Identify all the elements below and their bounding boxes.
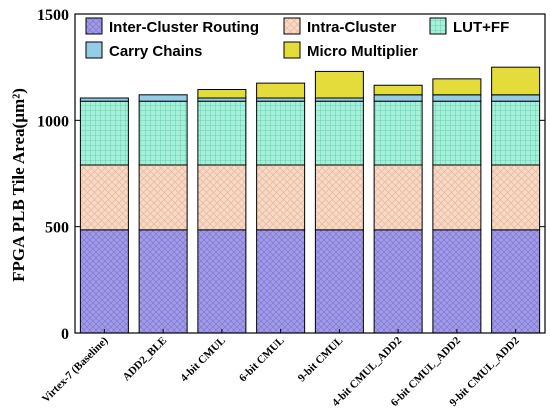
bar-segment-5-5 (314, 70, 364, 99)
bar-segment-1-1 (79, 229, 129, 334)
x-tick-label-1: Virtex-7 (Baseline) (40, 334, 111, 405)
bar-segment-3-4 (256, 100, 306, 166)
legend-swatch-5 (283, 41, 301, 59)
bar-segment-5-6 (373, 84, 423, 96)
plot-area (79, 66, 541, 334)
bar-segment-3-8 (491, 100, 541, 166)
bar-segment-1-8 (491, 229, 541, 334)
bar-segment-2-6 (373, 164, 423, 231)
legend-item-3: LUT+FF (429, 17, 509, 36)
legend-item-4: Carry Chains (85, 41, 202, 60)
bar-segment-3-3 (197, 100, 247, 166)
bar-segment-4-7 (432, 94, 482, 102)
legend-label-4: Carry Chains (109, 43, 202, 60)
bar-segment-5-3 (197, 89, 247, 99)
legend-swatch-1 (85, 17, 103, 35)
bar-segment-5-4 (256, 82, 306, 99)
bar-segment-2-5 (314, 164, 364, 231)
bar-segment-5-8 (491, 66, 541, 96)
bar-segment-2-8 (491, 164, 541, 231)
legend-label-1: Inter-Cluster Routing (109, 19, 259, 36)
bar-segment-1-4 (256, 229, 306, 334)
y-tick-label-3: 1000 (37, 113, 69, 130)
x-tick-label-3: 4-bit CMUL (178, 335, 228, 385)
bar-segment-5-7 (432, 78, 482, 96)
legend-label-2: Intra-Cluster (307, 19, 396, 36)
bar-segment-3-2 (138, 100, 188, 166)
bar-segment-2-3 (197, 164, 247, 231)
legend-swatch-4 (85, 41, 103, 59)
bar-segment-2-4 (256, 164, 306, 231)
bar-segment-3-5 (314, 100, 364, 166)
y-tick-label-1: 0 (61, 326, 69, 343)
bar-segment-4-8 (491, 94, 541, 102)
bar-segment-1-3 (197, 229, 247, 334)
legend-label-5: Micro Multiplier (307, 43, 418, 60)
bar-segment-1-6 (373, 229, 423, 334)
plot-frame (74, 13, 546, 334)
x-tick-label-5: 9-bit CMUL (296, 335, 346, 385)
legend-label-3: LUT+FF (453, 19, 509, 36)
legend-swatch-3 (429, 17, 447, 35)
legend-item-5: Micro Multiplier (283, 41, 418, 60)
legend-item-2: Intra-Cluster (283, 17, 396, 36)
legend-item-1: Inter-Cluster Routing (85, 17, 259, 36)
y-axis-label: FPGA PLB Tile Area(µm²) (9, 88, 28, 282)
bar-segment-3-1 (79, 100, 129, 166)
x-tick-label-2: ADD2_BLE (121, 335, 170, 384)
bar-segment-3-6 (373, 100, 423, 166)
x-tick-label-4: 6-bit CMUL (237, 335, 287, 385)
bar-segment-1-2 (138, 229, 188, 334)
legend-swatch-2 (283, 17, 301, 35)
bar-segment-3-7 (432, 100, 482, 166)
bar-segment-4-2 (138, 94, 188, 102)
bar-segment-1-5 (314, 229, 364, 334)
bar-segment-1-7 (432, 229, 482, 334)
bar-segment-4-6 (373, 94, 423, 102)
bar-segment-2-1 (79, 164, 129, 231)
y-tick-label-4: 1500 (37, 7, 69, 24)
bar-segment-4-1 (79, 97, 129, 102)
bar-segment-2-2 (138, 164, 188, 231)
legend: Inter-Cluster Routing Intra-Cluster LUT+FF… (85, 17, 509, 60)
y-tick-label-2: 500 (45, 220, 69, 237)
bar-segment-2-7 (432, 164, 482, 231)
